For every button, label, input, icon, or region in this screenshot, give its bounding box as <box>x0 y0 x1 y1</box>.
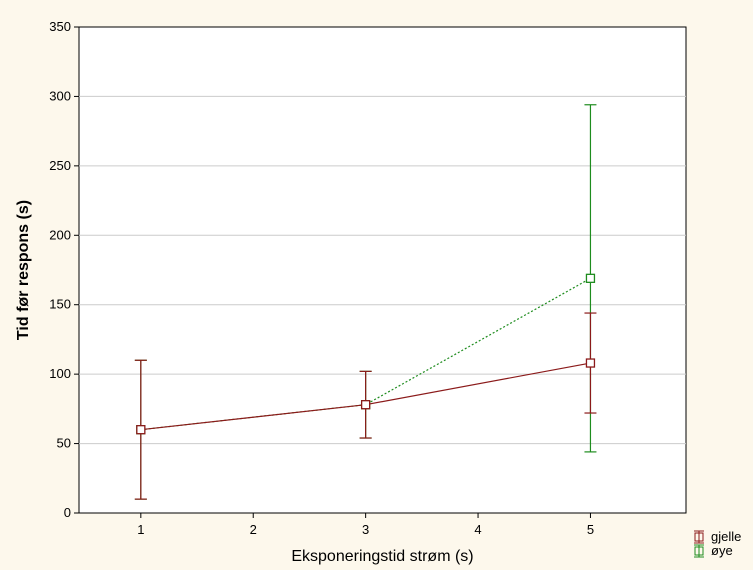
y-tick-label: 200 <box>49 227 71 242</box>
data-point <box>137 426 145 434</box>
y-axis-title: Tid før respons (s) <box>15 200 32 340</box>
y-tick-label: 150 <box>49 297 71 312</box>
y-tick-label: 0 <box>64 505 71 520</box>
x-tick-label: 5 <box>587 522 594 537</box>
legend-label-gjelle: gjelle <box>711 529 741 544</box>
x-tick-label: 3 <box>362 522 369 537</box>
y-tick-label: 300 <box>49 88 71 103</box>
y-tick-label: 350 <box>49 19 71 34</box>
y-tick-label: 250 <box>49 158 71 173</box>
data-point <box>586 359 594 367</box>
legend-label-øye: øye <box>711 543 733 558</box>
x-axis-title: Eksponeringstid strøm (s) <box>291 548 473 565</box>
y-tick-label: 100 <box>49 366 71 381</box>
x-tick-label: 2 <box>250 522 257 537</box>
plot-area <box>79 27 686 513</box>
x-tick-label: 1 <box>137 522 144 537</box>
y-tick-label: 50 <box>57 436 71 451</box>
data-point <box>586 274 594 282</box>
x-tick-label: 4 <box>474 522 481 537</box>
data-point <box>362 401 370 409</box>
